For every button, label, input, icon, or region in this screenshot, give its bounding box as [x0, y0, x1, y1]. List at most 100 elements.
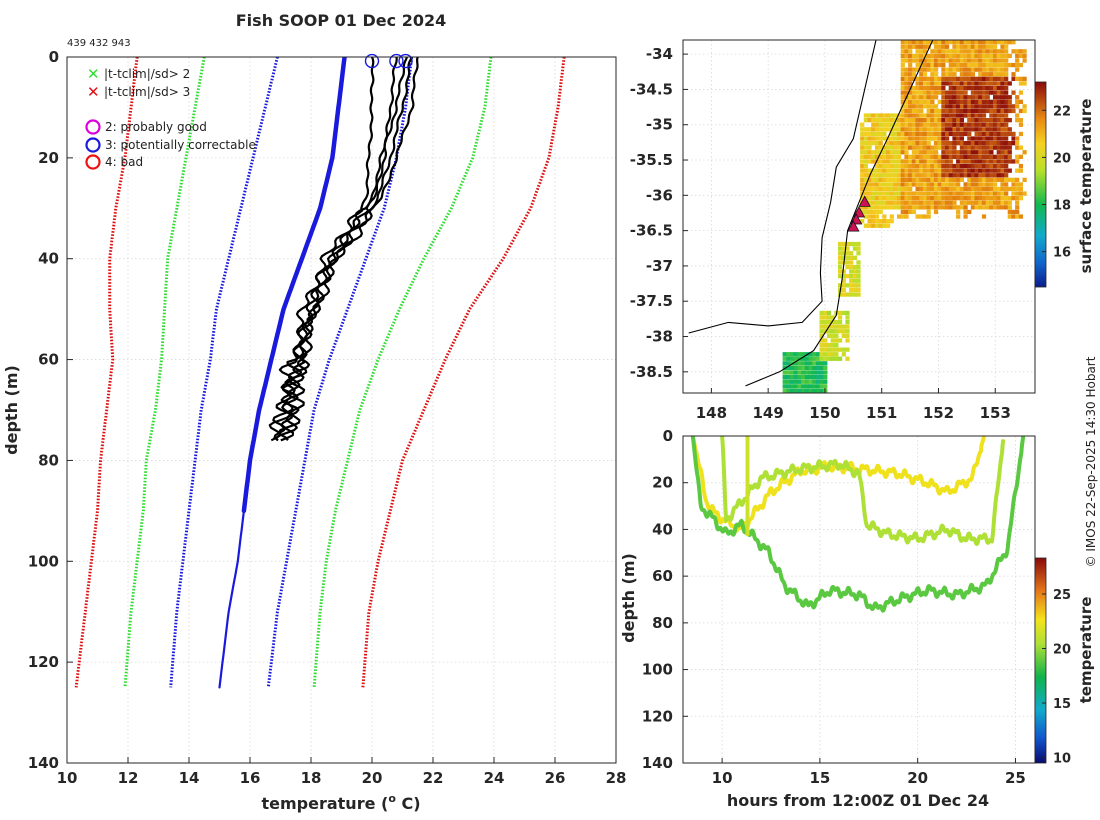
sst-pixel — [886, 154, 891, 159]
sst-pixel — [904, 186, 909, 192]
sst-pixel — [933, 76, 939, 81]
sst-pixel — [978, 81, 983, 86]
sst-pixel — [937, 58, 942, 63]
sst-pixel — [863, 141, 868, 146]
tt-xtick-label: 25 — [1005, 769, 1026, 787]
sst-pixel — [860, 209, 865, 215]
sst-pixel — [919, 49, 924, 54]
sst-pixel — [945, 150, 950, 155]
sst-pixel — [919, 122, 924, 127]
profile-xtick-label: 18 — [301, 769, 322, 787]
sst-pixel — [989, 99, 994, 104]
sst-pixel — [930, 118, 935, 123]
sst-pixel — [1018, 49, 1023, 54]
sst-pixel — [808, 379, 813, 384]
qc-flag-marker — [389, 53, 404, 69]
sst-pixel — [933, 122, 939, 127]
sst-pixel — [941, 136, 946, 141]
sst-pixel — [874, 205, 880, 210]
sst-pixel — [985, 186, 990, 192]
sst-pixel — [967, 44, 972, 49]
sst-pixel — [926, 95, 931, 100]
sst-pixel — [849, 260, 854, 265]
sst-pixel — [845, 338, 850, 343]
sst-pixel — [970, 62, 975, 68]
sst-pixel — [981, 113, 987, 118]
sst-pixel — [933, 205, 939, 210]
sst-pixel — [886, 168, 891, 173]
profile-cast-3 — [277, 57, 419, 441]
sst-pixel — [889, 200, 894, 205]
sst-pixel — [993, 113, 998, 118]
sst-pixel — [933, 113, 939, 118]
sst-pixel — [882, 214, 887, 219]
sst-pixel — [838, 264, 843, 270]
sst-pixel — [867, 200, 872, 205]
sst-pixel — [860, 205, 865, 210]
sst-pixel — [871, 182, 876, 187]
sst-pixel — [897, 205, 902, 210]
sst-pixel — [904, 127, 909, 132]
sst-pixel — [1015, 58, 1020, 63]
sst-pixel — [985, 104, 990, 109]
sst-pixel — [915, 104, 920, 109]
sst-pixel — [900, 145, 905, 150]
sst-pixel — [867, 186, 872, 192]
sst-pixel — [1000, 108, 1005, 114]
sst-pixel — [1000, 168, 1005, 173]
envelope-climatology-upper — [241, 57, 347, 514]
sst-pixel — [808, 356, 813, 361]
sst-pixel — [945, 159, 950, 164]
sst-pixel — [989, 150, 994, 155]
sst-pixel — [900, 62, 905, 68]
sst-pixel — [922, 131, 928, 137]
sst-pixel — [989, 53, 994, 59]
sst-pixel — [937, 49, 942, 54]
sst-pixel — [849, 251, 854, 256]
sst-pixel — [874, 118, 880, 123]
sst-pixel — [985, 76, 990, 81]
sst-pixel — [1015, 76, 1020, 81]
sst-pixel — [930, 136, 935, 141]
sst-pixel — [1004, 104, 1009, 109]
sst-pixel — [882, 205, 887, 210]
sst-pixel — [915, 81, 920, 86]
profile-xtick-label: 12 — [118, 769, 139, 787]
sst-pixel — [952, 145, 957, 150]
sst-pixel — [974, 127, 979, 132]
profile-axes-frame — [66, 56, 617, 764]
sst-pixel — [911, 136, 916, 141]
sst-pixel — [963, 209, 968, 215]
sst-pixel — [838, 255, 843, 260]
sst-pixel — [790, 356, 795, 361]
sst-pixel — [963, 214, 968, 219]
sst-pixel — [985, 108, 990, 114]
sst-pixel — [826, 352, 832, 357]
sst-pixel — [1007, 150, 1012, 155]
sst-pixel — [911, 99, 916, 104]
sst-pixel — [841, 274, 846, 279]
sst-pixel — [945, 191, 950, 196]
sst-pixel — [922, 200, 928, 205]
sst-pixel — [926, 85, 931, 91]
sst-pixel — [959, 154, 964, 159]
sst-pixel — [849, 287, 854, 293]
sst-pixel — [996, 168, 1001, 173]
sst-pixel — [959, 81, 964, 86]
sst-pixel — [922, 62, 928, 68]
sst-colorbar-label: surface temperature — [1077, 99, 1095, 274]
sst-pixel — [996, 104, 1001, 109]
sst-pixel — [978, 99, 983, 104]
sst-pixel — [889, 168, 894, 173]
sst-pixel — [845, 292, 850, 297]
sst-pixel — [967, 159, 972, 164]
sst-pixel — [1007, 154, 1012, 159]
sst-pixel — [941, 81, 946, 86]
sst-pixel — [1004, 136, 1009, 141]
sst-pixel — [989, 49, 994, 54]
sst-pixel — [985, 122, 990, 127]
sst-pixel — [933, 40, 939, 45]
sst-pixel — [963, 81, 968, 86]
sst-pixel — [933, 163, 939, 169]
sst-pixel — [956, 104, 961, 109]
